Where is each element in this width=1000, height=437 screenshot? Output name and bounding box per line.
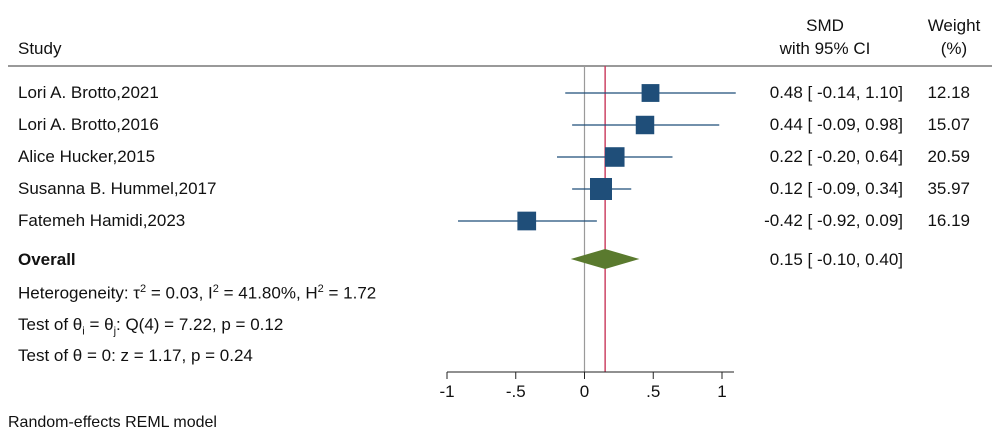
header-weight-line1: Weight [927, 16, 981, 35]
x-tick-label: .5 [646, 382, 660, 401]
study-ci-text: 0.12 [ -0.09, 0.34] [769, 179, 903, 198]
footnote: Random-effects REML model [8, 414, 217, 431]
header-effect-line2: with 95% CI [779, 39, 871, 58]
study-ci-text: -0.42 [ -0.92, 0.09] [764, 211, 903, 230]
test-zero-text: Test of θ = 0: z = 1.17, p = 0.24 [18, 346, 253, 365]
header-effect-line1: SMD [806, 16, 844, 35]
x-tick-label: 0 [580, 382, 589, 401]
study-marker [641, 84, 660, 102]
test-equal-text: Test of θi = θj: Q(4) = 7.22, p = 0.12 [18, 315, 284, 338]
study-ci-text: 0.22 [ -0.20, 0.64] [769, 147, 903, 166]
header-study: Study [18, 39, 62, 58]
overall-ci-text: 0.15 [ -0.10, 0.40] [769, 250, 903, 269]
study-weight-text: 20.59 [927, 147, 970, 166]
overall-diamond [570, 249, 640, 269]
study-weight-text: 12.18 [927, 83, 970, 102]
x-tick-label: -.5 [506, 382, 526, 401]
study-weight-text: 16.19 [927, 211, 970, 230]
heterogeneity-text: Heterogeneity: τ2 = 0.03, I2 = 41.80%, H… [18, 283, 377, 303]
study-label: Susanna B. Hummel,2017 [18, 179, 217, 198]
study-marker [604, 147, 625, 167]
study-ci-text: 0.44 [ -0.09, 0.98] [769, 115, 903, 134]
header-weight-line2: (%) [940, 39, 968, 58]
study-label: Lori A. Brotto,2021 [18, 83, 159, 102]
study-marker [590, 178, 612, 200]
study-label: Alice Hucker,2015 [18, 147, 156, 166]
x-tick-label: -1 [439, 382, 454, 401]
study-marker [517, 211, 537, 231]
study-ci-text: 0.48 [ -0.14, 1.10] [769, 83, 903, 102]
study-weight-text: 35.97 [927, 179, 970, 198]
study-marker [635, 115, 655, 135]
study-weight-text: 15.07 [927, 115, 970, 134]
study-label: Fatemeh Hamidi,2023 [18, 211, 186, 230]
study-label: Lori A. Brotto,2016 [18, 115, 159, 134]
x-tick-label: 1 [717, 382, 726, 401]
overall-label: Overall [18, 250, 76, 269]
